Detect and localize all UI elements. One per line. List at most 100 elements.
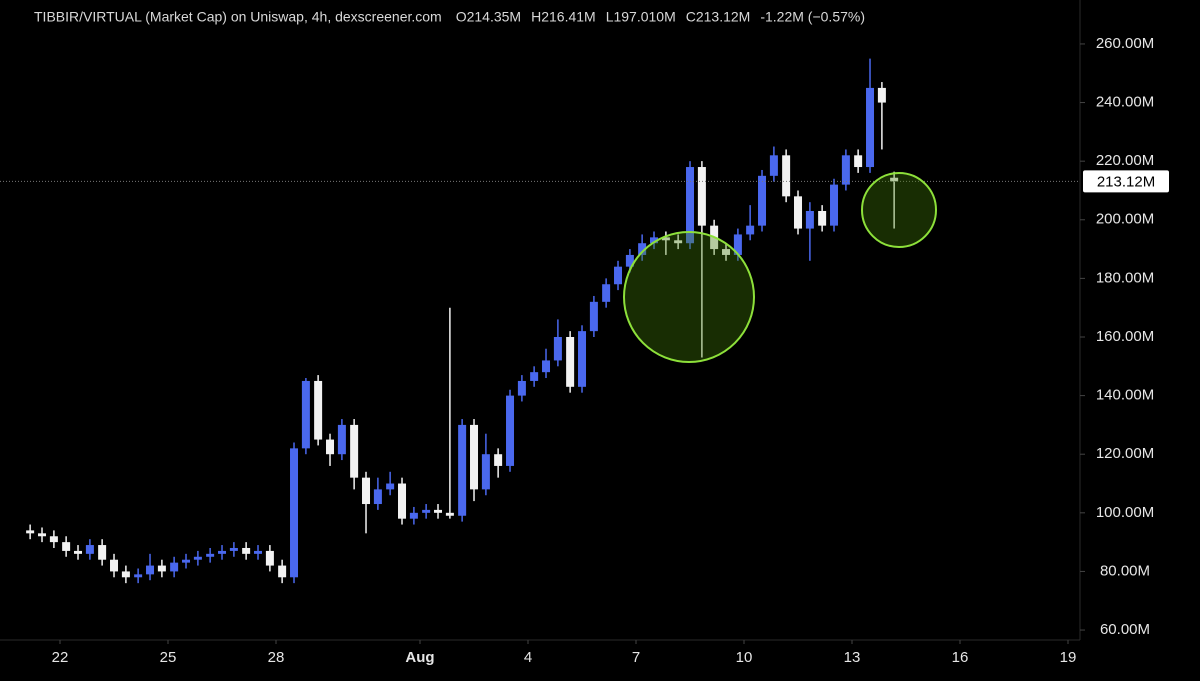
last-price-label: 213.12M [1097,173,1155,190]
candle-body [877,87,886,103]
candle-body [625,254,634,267]
candle-body [866,87,875,168]
candle-body [314,380,323,440]
candle-body [553,336,562,361]
candle-body [589,301,598,332]
y-tick-label: 80.00M [1100,562,1150,579]
candle-body [722,249,731,255]
candle-body [614,266,623,285]
candle-body [38,533,47,537]
candle-body [530,372,539,381]
candle-body [686,167,695,244]
candle-body [373,489,382,505]
candle-body [398,483,407,519]
candle-body [758,175,767,226]
chart-title: TIBBIR/VIRTUAL (Market Cap) on Uniswap, … [34,9,442,25]
candle-body [110,559,119,572]
y-tick-label: 260.00M [1096,35,1154,52]
plot [0,58,1080,584]
x-tick-label: 28 [268,649,285,666]
legend-item: L197.010M [606,9,676,25]
legend-item: H216.41M [531,9,596,25]
candle-body [146,565,155,575]
candle-body [805,210,814,229]
candle-body [494,454,503,466]
x-tick-label: 25 [160,649,177,666]
candle-body [638,243,647,255]
x-tick-label: 7 [632,649,640,666]
candle-body [769,155,778,176]
candle-body [818,210,827,226]
candle-body [782,155,791,197]
candle-body [445,512,454,516]
candle-body [85,545,94,554]
y-tick-label: 200.00M [1096,211,1154,228]
y-tick-label: 160.00M [1096,328,1154,345]
candle-body [301,380,310,449]
candle-body [481,454,490,490]
y-tick-label: 140.00M [1096,387,1154,404]
x-tick-label: 22 [52,649,69,666]
candle-body [254,550,263,554]
y-tick-label: 240.00M [1096,94,1154,111]
y-tick-label: 220.00M [1096,152,1154,169]
candle-body [746,225,755,235]
ohlc-legend: O214.35M H216.41M L197.010M C213.12M -1.22M … [456,9,865,25]
candle-body [242,547,251,554]
x-tick-label: 16 [952,649,969,666]
candle-body [697,167,706,226]
y-tick-label: 180.00M [1096,269,1154,286]
highlight-circle [623,231,755,363]
candle-body [794,196,803,229]
x-tick-label: 13 [844,649,861,666]
candle-body [386,483,395,490]
candle-body [854,155,863,168]
candle-body [434,509,443,513]
candle-body [650,237,659,244]
candle-body [458,424,467,516]
candle-body [229,547,238,551]
candle-body [578,331,587,387]
candle-body [542,360,551,373]
legend-item: -1.22M (−0.57%) [760,9,865,25]
candle-body [265,550,274,566]
candle-body [841,155,850,185]
candle-body [98,545,107,560]
y-tick-label: 120.00M [1096,445,1154,462]
candle-body [182,559,191,563]
legend-item: O214.35M [456,9,521,25]
candle-body [278,565,287,578]
y-tick-label: 100.00M [1096,504,1154,521]
x-tick-label: 10 [736,649,753,666]
candle-body [422,509,431,513]
x-tick-label: 19 [1060,649,1077,666]
candle-body [170,562,179,572]
candle-body [134,574,143,578]
candle-body [566,336,575,387]
candle-body [890,177,899,182]
candle-body [326,439,335,455]
legend-item: C213.12M [686,9,751,25]
axes: 60.00M 80.00M 100.00M 120.00M 140.00M 160.00M… [52,35,1169,666]
candle-body [733,234,742,255]
candle-body [206,553,215,557]
candle-body [470,424,479,490]
candle-body [830,184,839,226]
y-tick-label: 60.00M [1100,621,1150,638]
candle-body [517,380,526,396]
candle-body [157,565,166,572]
candle-body [661,237,670,241]
candle-body [193,556,202,560]
candle-body [602,284,611,302]
highlight-circle [861,172,937,248]
candle-body [74,550,83,554]
candle-body [350,424,359,478]
candle-body [26,530,35,534]
candle-body [218,550,227,554]
candle-body [506,395,515,466]
candle-body [409,512,418,519]
candle-body [362,477,371,505]
candle-body [337,424,346,455]
